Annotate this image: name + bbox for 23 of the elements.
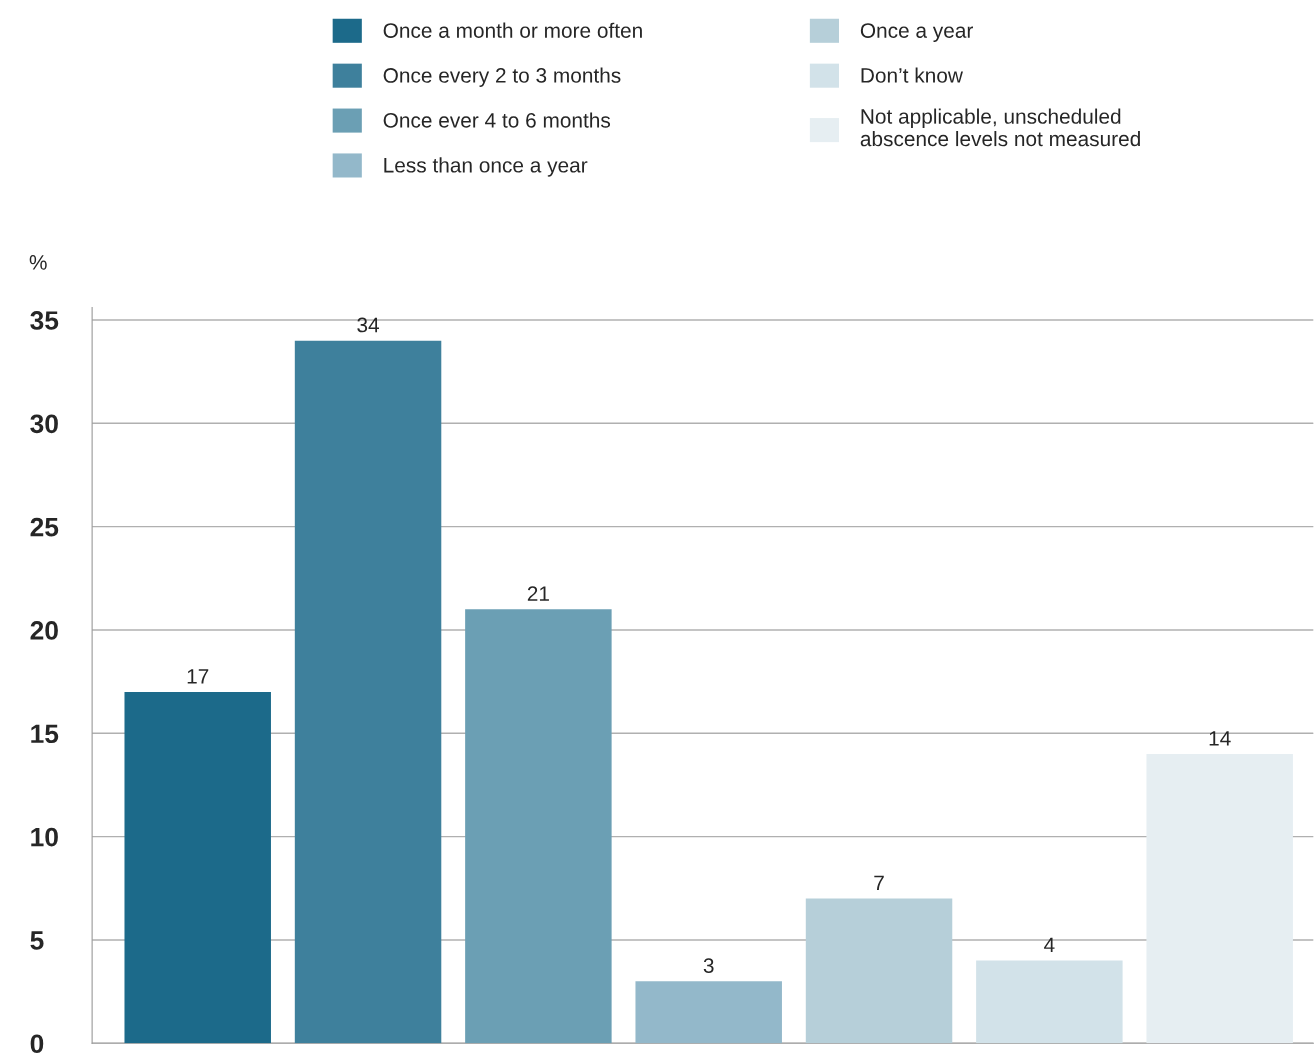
y-tick-label: 20 — [30, 621, 58, 640]
y-tick-label: 0 — [30, 1034, 44, 1054]
y-tick-label: 15 — [31, 724, 59, 744]
legend-label: Don’t know — [861, 67, 963, 83]
data-label: 21 — [527, 586, 549, 601]
legend-label: Once a year — [860, 23, 973, 43]
y-axis-title: % — [29, 255, 47, 270]
y-tick-label: 25 — [30, 517, 59, 537]
data-label: 34 — [357, 317, 380, 333]
data-label: 17 — [187, 669, 209, 684]
y-tick-label: 10 — [31, 827, 58, 847]
data-label: 7 — [874, 875, 884, 891]
data-label: 4 — [1044, 937, 1055, 953]
y-tick-label: 35 — [30, 311, 59, 330]
legend-label: Once a month or more often — [383, 22, 642, 38]
data-label: 14 — [1209, 731, 1231, 746]
legend-label: Less than once a year — [384, 157, 588, 177]
y-tick-label: 5 — [30, 931, 44, 950]
legend-label: Not applicable, unscheduled abscence levels not measured — [860, 108, 1140, 147]
y-tick-label: 30 — [30, 414, 58, 434]
legend-label: Once every 2 to 3 months — [383, 67, 621, 87]
data-label: 3 — [703, 958, 714, 973]
legend-label: Once ever 4 to 6 months — [383, 112, 611, 128]
